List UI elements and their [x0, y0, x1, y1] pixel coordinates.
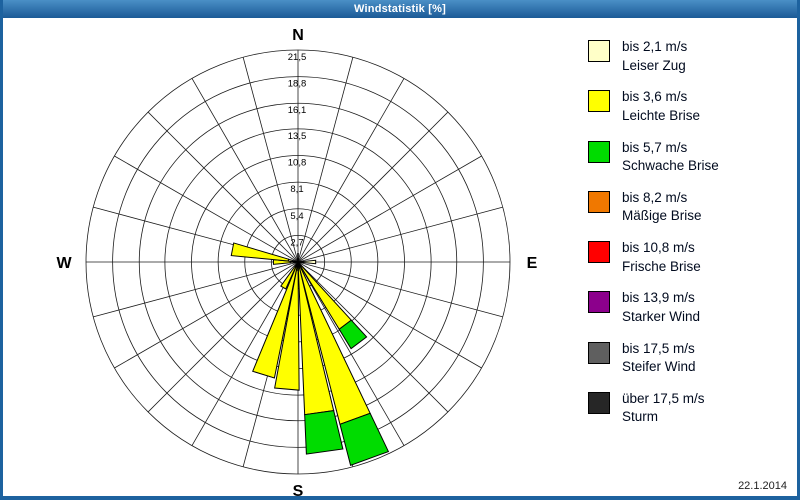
legend-item: bis 3,6 m/s Leichte Brise [588, 88, 788, 125]
legend-category-label: Sturm [622, 409, 659, 425]
grid-spoke [242, 57, 299, 263]
legend-label: über 17,5 m/s Sturm [622, 390, 705, 427]
legend-color-swatch [588, 40, 610, 62]
grid-spoke [191, 78, 299, 263]
window-title: Windstatistik [%] [354, 3, 446, 15]
legend-speed-label: bis 2,1 m/s [622, 39, 688, 54]
grid-spoke [114, 155, 299, 263]
compass-label-north: N [292, 27, 304, 44]
legend-speed-label: bis 10,8 m/s [622, 240, 695, 255]
legend-color-swatch [588, 140, 610, 163]
legend-category-label: Starker Wind [622, 308, 701, 324]
grid-spoke [297, 261, 503, 318]
legend-speed-label: bis 5,7 m/s [622, 139, 688, 155]
legend-label: bis 13,9 m/s Starker Wind [622, 289, 700, 326]
legend-label: bis 5,7 m/s Schwache Brise [622, 139, 719, 176]
legend-label: bis 10,8 m/s Frische Brise [622, 239, 701, 276]
legend-color-swatch [588, 341, 610, 364]
grid-spoke [297, 261, 449, 413]
legend-item: bis 13,9 m/s Starker Wind [588, 289, 788, 326]
grid-spoke [147, 111, 299, 263]
legend-speed-label: bis 8,2 m/s [622, 189, 688, 205]
wind-petal-segment [274, 261, 300, 391]
wind-petal-segment [339, 412, 390, 466]
legend-item: bis 8,2 m/s Mäßige Brise [588, 189, 788, 226]
ring-value-label: 2,7 [290, 237, 303, 248]
grid-spoke [297, 155, 482, 263]
grid-spoke [297, 78, 405, 263]
legend-item: bis 10,8 m/s Frische Brise [588, 239, 788, 276]
legend-label: bis 17,5 m/s Steifer Wind [622, 340, 696, 377]
compass-label-east: E [527, 255, 538, 272]
date-stamp: 22.1.2014 [738, 480, 787, 492]
wind-petal-segment [338, 319, 368, 350]
chart-area: 2,7 5,4 8,1 10,8 13,5 16,1 18,8 21,5 N S W E bis 2,… [3, 18, 797, 498]
ring-value-label: 10,8 [288, 158, 307, 169]
legend-speed-label: bis 17,5 m/s [622, 340, 695, 356]
compass-label-west: W [56, 255, 72, 272]
ring-value-label: 13,5 [288, 131, 307, 142]
legend-label: bis 3,6 m/s Leichte Brise [622, 88, 700, 125]
grid-spoke [297, 206, 503, 263]
legend-color-swatch [588, 90, 610, 113]
wind-petal-segment [297, 259, 317, 265]
grid-spoke [93, 261, 299, 318]
ring-value-label: 21,5 [288, 52, 307, 63]
legend-item: über 17,5 m/s Sturm [588, 390, 788, 427]
wind-petal-segment [280, 261, 299, 290]
legend-speed-label: bis 3,6 m/s [622, 89, 688, 105]
grid-spoke [297, 261, 482, 369]
ring-value-label: 5,4 [290, 211, 303, 222]
legend-category-label: Mäßige Brise [622, 208, 702, 224]
grid-spoke [114, 261, 299, 369]
legend-label: bis 8,2 m/s Mäßige Brise [622, 189, 702, 226]
wind-rose-chart: 2,7 5,4 8,1 10,8 13,5 16,1 18,8 21,5 N S W E [56, 27, 538, 498]
wind-petal-segment [252, 261, 299, 379]
grid-spoke [297, 57, 354, 263]
grid-spoke [147, 261, 299, 413]
title-bar[interactable]: Windstatistik [%] [3, 0, 797, 18]
legend-speed-label: über 17,5 m/s [622, 390, 705, 406]
grid-spoke [297, 111, 449, 263]
legend-speed-label: bis 13,9 m/s [622, 290, 695, 306]
grid-spoke [191, 261, 299, 446]
wind-petal-segment [230, 242, 290, 262]
ring-value-label: 18,8 [288, 79, 307, 90]
legend-color-swatch [588, 241, 610, 263]
legend: bis 2,1 m/s Leiser Zug bis 3,6 m/s Leichte … [588, 38, 788, 440]
legend-item: bis 2,1 m/s Leiser Zug [588, 38, 788, 75]
legend-color-swatch [588, 391, 610, 414]
legend-category-label: Frische Brise [622, 258, 701, 274]
grid-spoke [297, 261, 405, 446]
legend-category-label: Leiser Zug [622, 57, 686, 73]
legend-category-label: Leichte Brise [622, 107, 701, 123]
ring-value-label: 8,1 [290, 184, 303, 195]
ring-value-label: 16,1 [288, 105, 307, 116]
legend-category-label: Schwache Brise [622, 158, 719, 174]
legend-label: bis 2,1 m/s Leiser Zug [622, 38, 687, 75]
legend-color-swatch [588, 291, 610, 314]
legend-color-swatch [588, 190, 610, 213]
compass-label-south: S [293, 483, 304, 498]
legend-item: bis 17,5 m/s Steifer Wind [588, 340, 788, 377]
wind-petal-segment [304, 410, 344, 455]
legend-category-label: Steifer Wind [622, 359, 696, 375]
legend-item: bis 5,7 m/s Schwache Brise [588, 139, 788, 176]
